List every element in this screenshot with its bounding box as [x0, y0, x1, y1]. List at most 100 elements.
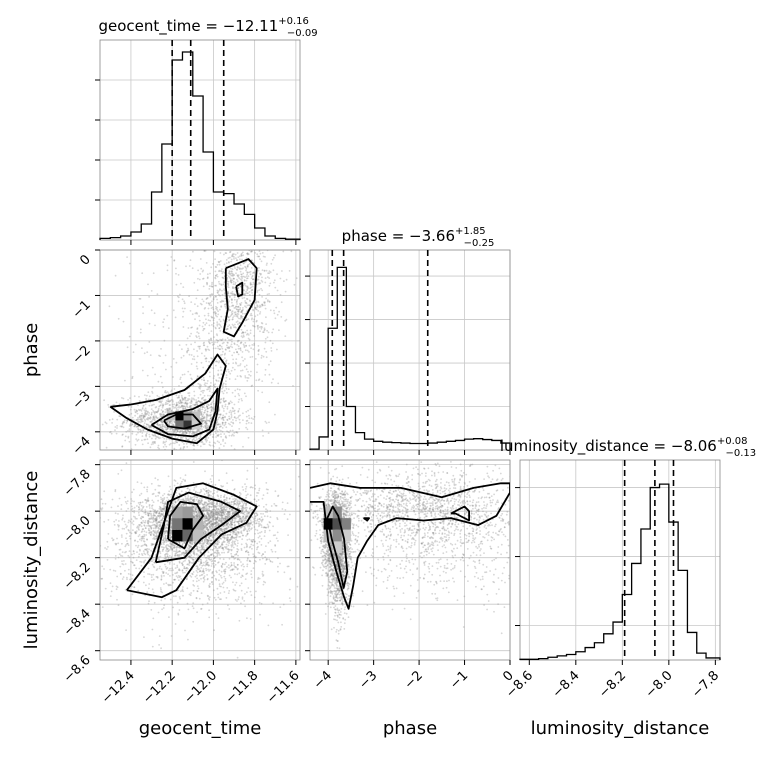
sample-point — [230, 523, 233, 526]
sample-point — [222, 332, 225, 335]
sample-point — [223, 499, 225, 502]
sample-point — [260, 260, 263, 263]
sample-point — [260, 327, 263, 330]
sample-point — [156, 511, 158, 514]
sample-point — [209, 302, 212, 304]
sample-point — [189, 497, 192, 500]
sample-point — [197, 382, 200, 385]
sample-point — [207, 522, 210, 525]
sample-point — [183, 541, 186, 543]
sample-point — [227, 538, 230, 541]
sample-point — [211, 357, 214, 360]
sample-point — [181, 544, 184, 546]
sample-point — [210, 409, 213, 412]
sample-point — [155, 511, 158, 513]
sample-point — [201, 423, 204, 425]
sample-point — [218, 519, 221, 521]
sample-point — [164, 531, 167, 533]
sample-point — [243, 245, 245, 247]
sample-point — [210, 338, 212, 340]
sample-point — [211, 316, 214, 319]
sample-point — [238, 322, 241, 325]
sample-point — [185, 402, 188, 405]
sample-point — [203, 519, 206, 521]
sample-point — [217, 369, 220, 372]
sample-point — [141, 553, 143, 555]
sample-point — [215, 238, 217, 240]
sample-point — [232, 273, 235, 276]
sample-point — [126, 419, 129, 422]
sample-point — [127, 405, 130, 408]
sample-point — [146, 490, 149, 493]
sample-point — [239, 364, 241, 367]
sample-point — [122, 320, 125, 323]
sample-point — [164, 534, 167, 537]
sample-point — [185, 504, 188, 507]
sample-point — [173, 259, 176, 262]
sample-point — [193, 541, 196, 543]
sample-point — [222, 511, 225, 514]
sample-point — [193, 409, 196, 412]
sample-point — [204, 456, 206, 458]
sample-point — [192, 444, 195, 447]
sample-point — [138, 297, 141, 300]
sample-point — [208, 537, 211, 540]
sample-point — [235, 257, 237, 259]
sample-point — [175, 501, 177, 503]
sample-point — [226, 344, 228, 347]
sample-point — [178, 488, 180, 490]
sample-point — [199, 503, 202, 505]
sample-point — [182, 286, 185, 288]
sample-point — [171, 504, 174, 507]
sample-point — [172, 427, 174, 430]
sample-point — [156, 518, 158, 521]
sample-point — [186, 350, 188, 353]
sample-point — [225, 400, 227, 402]
sample-point — [238, 248, 240, 250]
sample-point — [240, 316, 243, 319]
sample-point — [187, 347, 189, 350]
sample-point — [238, 388, 241, 391]
sample-point — [214, 525, 217, 528]
sample-point — [208, 288, 211, 290]
sample-point — [200, 412, 203, 415]
sample-point — [209, 444, 212, 447]
sample-point — [235, 321, 238, 323]
sample-point — [246, 273, 249, 276]
sample-point — [239, 302, 241, 305]
sample-point — [227, 368, 230, 371]
sample-point — [234, 293, 236, 296]
sample-point — [210, 315, 213, 318]
sample-point — [127, 436, 130, 439]
sample-point — [212, 325, 215, 327]
sample-point — [160, 546, 163, 548]
sample-point — [165, 408, 168, 410]
sample-point — [253, 342, 256, 345]
sample-point — [244, 266, 247, 269]
sample-point — [271, 342, 274, 345]
sample-point — [199, 513, 202, 516]
sample-point — [243, 325, 246, 327]
sample-point — [198, 386, 201, 389]
sample-point — [242, 334, 245, 337]
sample-point — [228, 324, 231, 326]
sample-point — [230, 415, 233, 417]
sample-point — [153, 415, 155, 418]
panel-content — [101, 238, 298, 458]
sample-point — [196, 515, 199, 518]
sample-point — [217, 347, 220, 350]
sample-point — [154, 538, 156, 540]
sample-point — [204, 537, 207, 539]
sample-point — [170, 529, 173, 532]
sample-point — [260, 354, 263, 357]
sample-point — [203, 341, 206, 344]
sample-point — [158, 437, 161, 440]
sample-point — [240, 279, 243, 282]
sample-point — [158, 451, 160, 453]
sample-point — [228, 347, 230, 350]
sample-point — [185, 431, 188, 434]
sample-point — [293, 283, 296, 286]
sample-point — [145, 432, 148, 435]
histogram-luminosity_distance — [519, 483, 721, 660]
sample-point — [133, 564, 136, 567]
